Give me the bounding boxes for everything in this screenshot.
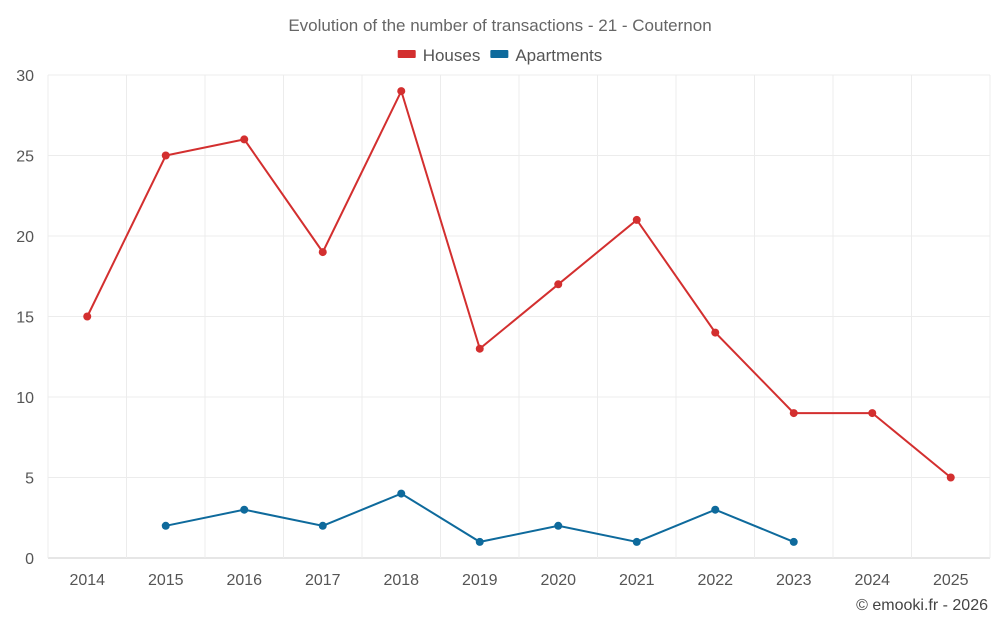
series-group	[83, 87, 955, 546]
x-tick-label: 2024	[854, 572, 890, 589]
data-point-houses	[161, 151, 170, 160]
data-point-apartments	[318, 521, 327, 530]
data-point-houses	[397, 87, 406, 96]
data-point-houses	[554, 280, 563, 289]
y-axis: 0 5 10 15 20 25 30	[16, 68, 34, 568]
chart-title: Evolution of the number of transactions …	[288, 16, 711, 35]
data-point-apartments	[554, 521, 563, 530]
x-axis: 2014 2015 2016 2017 2018 2019 2020 2021 2022 2023…	[69, 572, 968, 589]
y-tick-label: 15	[16, 310, 34, 327]
data-point-houses	[475, 344, 484, 353]
data-point-apartments	[711, 505, 720, 514]
credit-text: © emooki.fr - 2026	[856, 597, 988, 614]
y-tick-label: 20	[16, 229, 34, 246]
series-apartments	[161, 489, 798, 546]
x-tick-label: 2015	[148, 572, 184, 589]
data-point-apartments	[161, 521, 170, 530]
y-tick-label: 30	[16, 68, 34, 85]
data-point-apartments	[632, 537, 641, 546]
y-tick-label: 10	[16, 390, 34, 407]
y-tick-label: 0	[25, 551, 34, 568]
data-point-houses	[632, 215, 641, 224]
x-tick-label: 2016	[226, 572, 262, 589]
data-point-apartments	[240, 505, 249, 514]
series-houses	[83, 87, 955, 482]
x-tick-label: 2017	[305, 572, 341, 589]
x-tick-label: 2018	[383, 572, 419, 589]
data-point-houses	[868, 409, 877, 418]
x-tick-label: 2025	[933, 572, 969, 589]
legend-label-apartments[interactable]: Apartments	[515, 46, 602, 65]
data-point-apartments	[789, 537, 798, 546]
x-tick-label: 2023	[776, 572, 812, 589]
legend: Houses Apartments	[397, 46, 602, 65]
x-tick-label: 2019	[462, 572, 498, 589]
data-point-houses	[711, 328, 720, 337]
series-line-apartments	[165, 492, 795, 543]
x-tick-label: 2022	[697, 572, 733, 589]
data-point-houses	[240, 135, 249, 144]
x-tick-label: 2020	[540, 572, 576, 589]
series-line-houses	[86, 88, 952, 479]
data-point-houses	[789, 409, 798, 418]
y-tick-label: 5	[25, 471, 34, 488]
x-tick-label: 2021	[619, 572, 655, 589]
data-point-apartments	[397, 489, 406, 498]
data-point-apartments	[475, 537, 484, 546]
legend-label-houses[interactable]: Houses	[423, 46, 481, 65]
y-tick-label: 25	[16, 149, 34, 166]
legend-swatch-apartments	[490, 50, 509, 58]
legend-swatch-houses	[397, 50, 416, 58]
x-tick-label: 2014	[69, 572, 105, 589]
data-point-houses	[83, 312, 92, 321]
data-point-houses	[318, 248, 327, 257]
data-point-houses	[946, 473, 955, 482]
